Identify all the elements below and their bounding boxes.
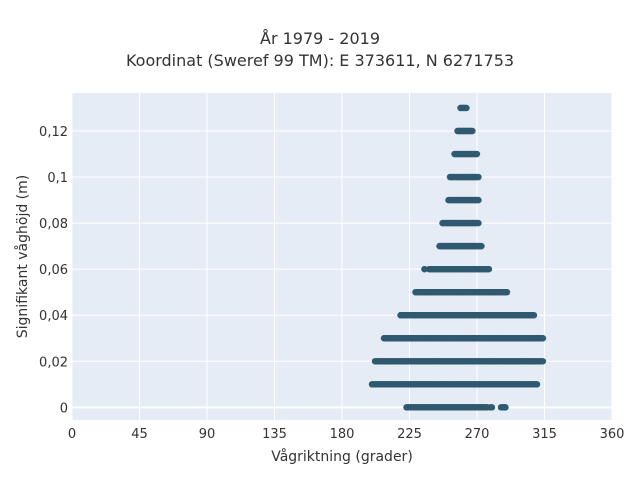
y-tick-label: 0,12 bbox=[39, 125, 68, 140]
chart-subtitle-line: Koordinat (Sweref 99 TM): E 373611, N 62… bbox=[125, 51, 515, 70]
y-axis-label: Signifikant våghöjd (m) bbox=[14, 175, 31, 338]
data-point bbox=[478, 242, 485, 250]
data-point bbox=[474, 219, 481, 227]
x-tick-label: 270 bbox=[465, 427, 490, 442]
y-tick-label: 0,08 bbox=[39, 217, 68, 232]
x-tick-label: 0 bbox=[68, 427, 76, 442]
data-point bbox=[474, 173, 481, 181]
x-tick-label: 135 bbox=[262, 427, 287, 442]
x-tick-label: 225 bbox=[397, 427, 422, 442]
y-tick-label: 0 bbox=[60, 401, 68, 416]
data-point bbox=[485, 265, 492, 273]
chart-title: År 1979 - 2019 Koordinat (Sweref 99 TM):… bbox=[0, 28, 640, 72]
x-tick-label: 45 bbox=[131, 427, 148, 442]
data-point bbox=[468, 127, 475, 135]
data-point bbox=[462, 104, 470, 112]
data-point bbox=[421, 265, 428, 273]
data-point bbox=[503, 288, 510, 296]
x-tick-label: 90 bbox=[199, 427, 216, 442]
data-point bbox=[488, 404, 495, 411]
data-point bbox=[530, 312, 537, 319]
data-point bbox=[539, 335, 546, 342]
data-point bbox=[502, 404, 509, 411]
y-tick-label: 0,1 bbox=[47, 171, 68, 186]
x-tick-label: 360 bbox=[600, 427, 625, 442]
data-point bbox=[533, 381, 541, 388]
y-tick-label: 0,06 bbox=[39, 263, 68, 278]
y-tick-label: 0,04 bbox=[39, 309, 68, 324]
data-point bbox=[539, 358, 546, 365]
y-tick-label: 0,02 bbox=[39, 355, 68, 370]
x-tick-label: 315 bbox=[532, 427, 557, 442]
x-tick-label: 180 bbox=[330, 427, 355, 442]
x-axis-label: Vågriktning (grader) bbox=[271, 448, 413, 465]
chart-title-line: År 1979 - 2019 bbox=[260, 29, 380, 48]
data-point bbox=[473, 150, 480, 158]
data-point bbox=[475, 196, 482, 204]
